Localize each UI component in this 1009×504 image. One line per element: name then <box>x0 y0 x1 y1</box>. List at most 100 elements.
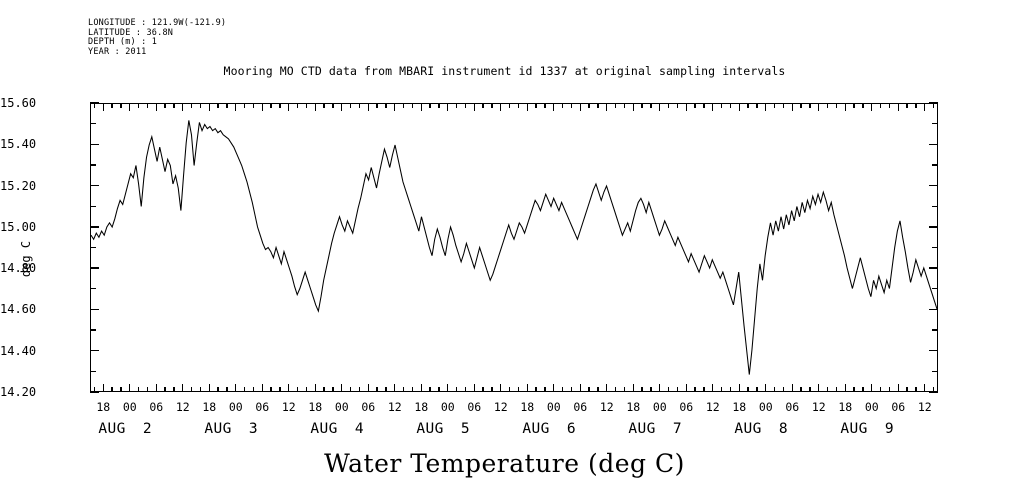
x-tick-minor-top <box>252 103 255 108</box>
x-tick-minor <box>641 387 643 392</box>
x-tick-major-top <box>500 103 502 111</box>
x-tick-minor-top <box>332 103 334 108</box>
x-hour-label: 00 <box>758 400 773 414</box>
x-hour-label: 12 <box>175 400 190 414</box>
x-tick-minor <box>455 387 458 392</box>
y-tick-minor-right <box>932 205 938 207</box>
x-hour-label: 06 <box>891 400 906 414</box>
x-tick-minor-top <box>517 103 520 108</box>
x-tick-major-top <box>606 103 608 111</box>
y-tick-minor-right <box>932 288 938 290</box>
x-tick-minor <box>588 387 590 392</box>
x-tick-minor-top <box>623 103 626 108</box>
x-tick-minor-top <box>906 103 908 108</box>
x-tick-major <box>632 384 634 392</box>
x-day-label: 8 <box>778 421 788 437</box>
y-tick-major <box>90 226 99 228</box>
y-tick-minor <box>90 122 96 125</box>
x-hour-label: 18 <box>732 400 747 414</box>
x-day-label: AUG <box>98 421 126 437</box>
x-tick-minor-top <box>376 103 378 108</box>
x-tick-minor <box>385 387 387 392</box>
x-tick-major-top <box>738 103 740 111</box>
x-tick-major <box>526 384 528 392</box>
y-tick-label: 14.60 <box>0 302 37 317</box>
x-tick-minor-top <box>111 103 113 108</box>
x-tick-minor <box>756 387 758 392</box>
x-tick-minor <box>243 387 246 392</box>
x-tick-minor-top <box>597 103 599 108</box>
y-tick-minor-right <box>932 370 938 372</box>
x-tick-major <box>367 384 369 392</box>
y-tick-label: 14.40 <box>0 343 37 358</box>
x-tick-major <box>871 384 873 392</box>
x-tick-major-top <box>129 103 131 111</box>
y-tick-major <box>90 143 99 145</box>
x-hour-label: 12 <box>811 400 826 414</box>
x-tick-minor <box>623 387 626 392</box>
chart-title: Mooring MO CTD data from MBARI instrumen… <box>223 64 786 78</box>
x-tick-minor-top <box>756 103 758 108</box>
x-tick-major <box>685 384 687 392</box>
x-tick-minor <box>782 387 785 392</box>
y-tick-label: 15.60 <box>0 96 37 110</box>
x-tick-minor-top <box>385 103 387 108</box>
y-tick-minor-right <box>932 122 938 125</box>
x-tick-minor-top <box>667 103 670 108</box>
x-hour-label: 18 <box>414 400 429 414</box>
x-tick-major-top <box>553 103 555 111</box>
y-tick-minor <box>90 205 96 207</box>
x-tick-minor-top <box>226 103 228 108</box>
x-tick-minor-top <box>349 103 352 108</box>
x-tick-major <box>235 384 237 392</box>
x-tick-major-top <box>447 103 449 111</box>
x-tick-major <box>473 384 475 392</box>
x-tick-minor <box>411 387 414 392</box>
x-tick-minor-top <box>508 103 511 108</box>
x-hour-label: 12 <box>917 400 932 414</box>
x-tick-major <box>182 384 184 392</box>
x-day-label: 2 <box>142 421 152 437</box>
y-tick-major-right <box>929 308 938 311</box>
x-tick-minor <box>464 387 467 392</box>
x-hour-label: 00 <box>440 400 455 414</box>
x-tick-minor-top <box>270 103 272 108</box>
x-tick-minor-top <box>482 103 484 108</box>
x-tick-minor <box>226 387 228 392</box>
x-hour-label: 12 <box>493 400 508 414</box>
x-tick-minor <box>650 387 652 392</box>
x-tick-minor <box>402 387 405 392</box>
x-hour-label: 12 <box>387 400 402 414</box>
x-tick-minor-top <box>137 103 140 108</box>
x-tick-minor-top <box>773 103 776 108</box>
y-tick-label: 15.00 <box>0 219 37 234</box>
x-tick-minor <box>544 387 546 392</box>
x-tick-minor <box>835 387 838 392</box>
x-tick-minor <box>491 387 493 392</box>
x-tick-minor-top <box>305 103 308 108</box>
x-hour-label: 18 <box>202 400 217 414</box>
y-tick-minor-right <box>932 329 938 331</box>
x-tick-minor-top <box>464 103 467 108</box>
x-tick-minor-top <box>217 103 219 108</box>
x-day-label: AUG <box>734 421 762 437</box>
x-tick-minor <box>570 387 573 392</box>
x-tick-major-top <box>182 103 184 111</box>
x-tick-minor-top <box>535 103 537 108</box>
x-tick-major <box>261 384 263 392</box>
metadata-block: LONGITUDE : 121.9W(-121.9) LATITUDE : 36… <box>88 18 226 57</box>
x-tick-major <box>738 384 740 392</box>
x-tick-minor-top <box>729 103 732 108</box>
x-tick-minor <box>853 387 855 392</box>
x-day-label: AUG <box>840 421 868 437</box>
y-tick-major-right <box>929 143 938 145</box>
x-tick-minor <box>535 387 537 392</box>
x-tick-minor-top <box>570 103 573 108</box>
metadata-year: YEAR : 2011 <box>88 46 147 57</box>
x-tick-minor <box>826 387 829 392</box>
x-tick-minor-top <box>120 103 122 108</box>
x-tick-minor-top <box>93 103 96 108</box>
x-tick-minor-top <box>402 103 405 108</box>
x-tick-major <box>579 384 581 392</box>
